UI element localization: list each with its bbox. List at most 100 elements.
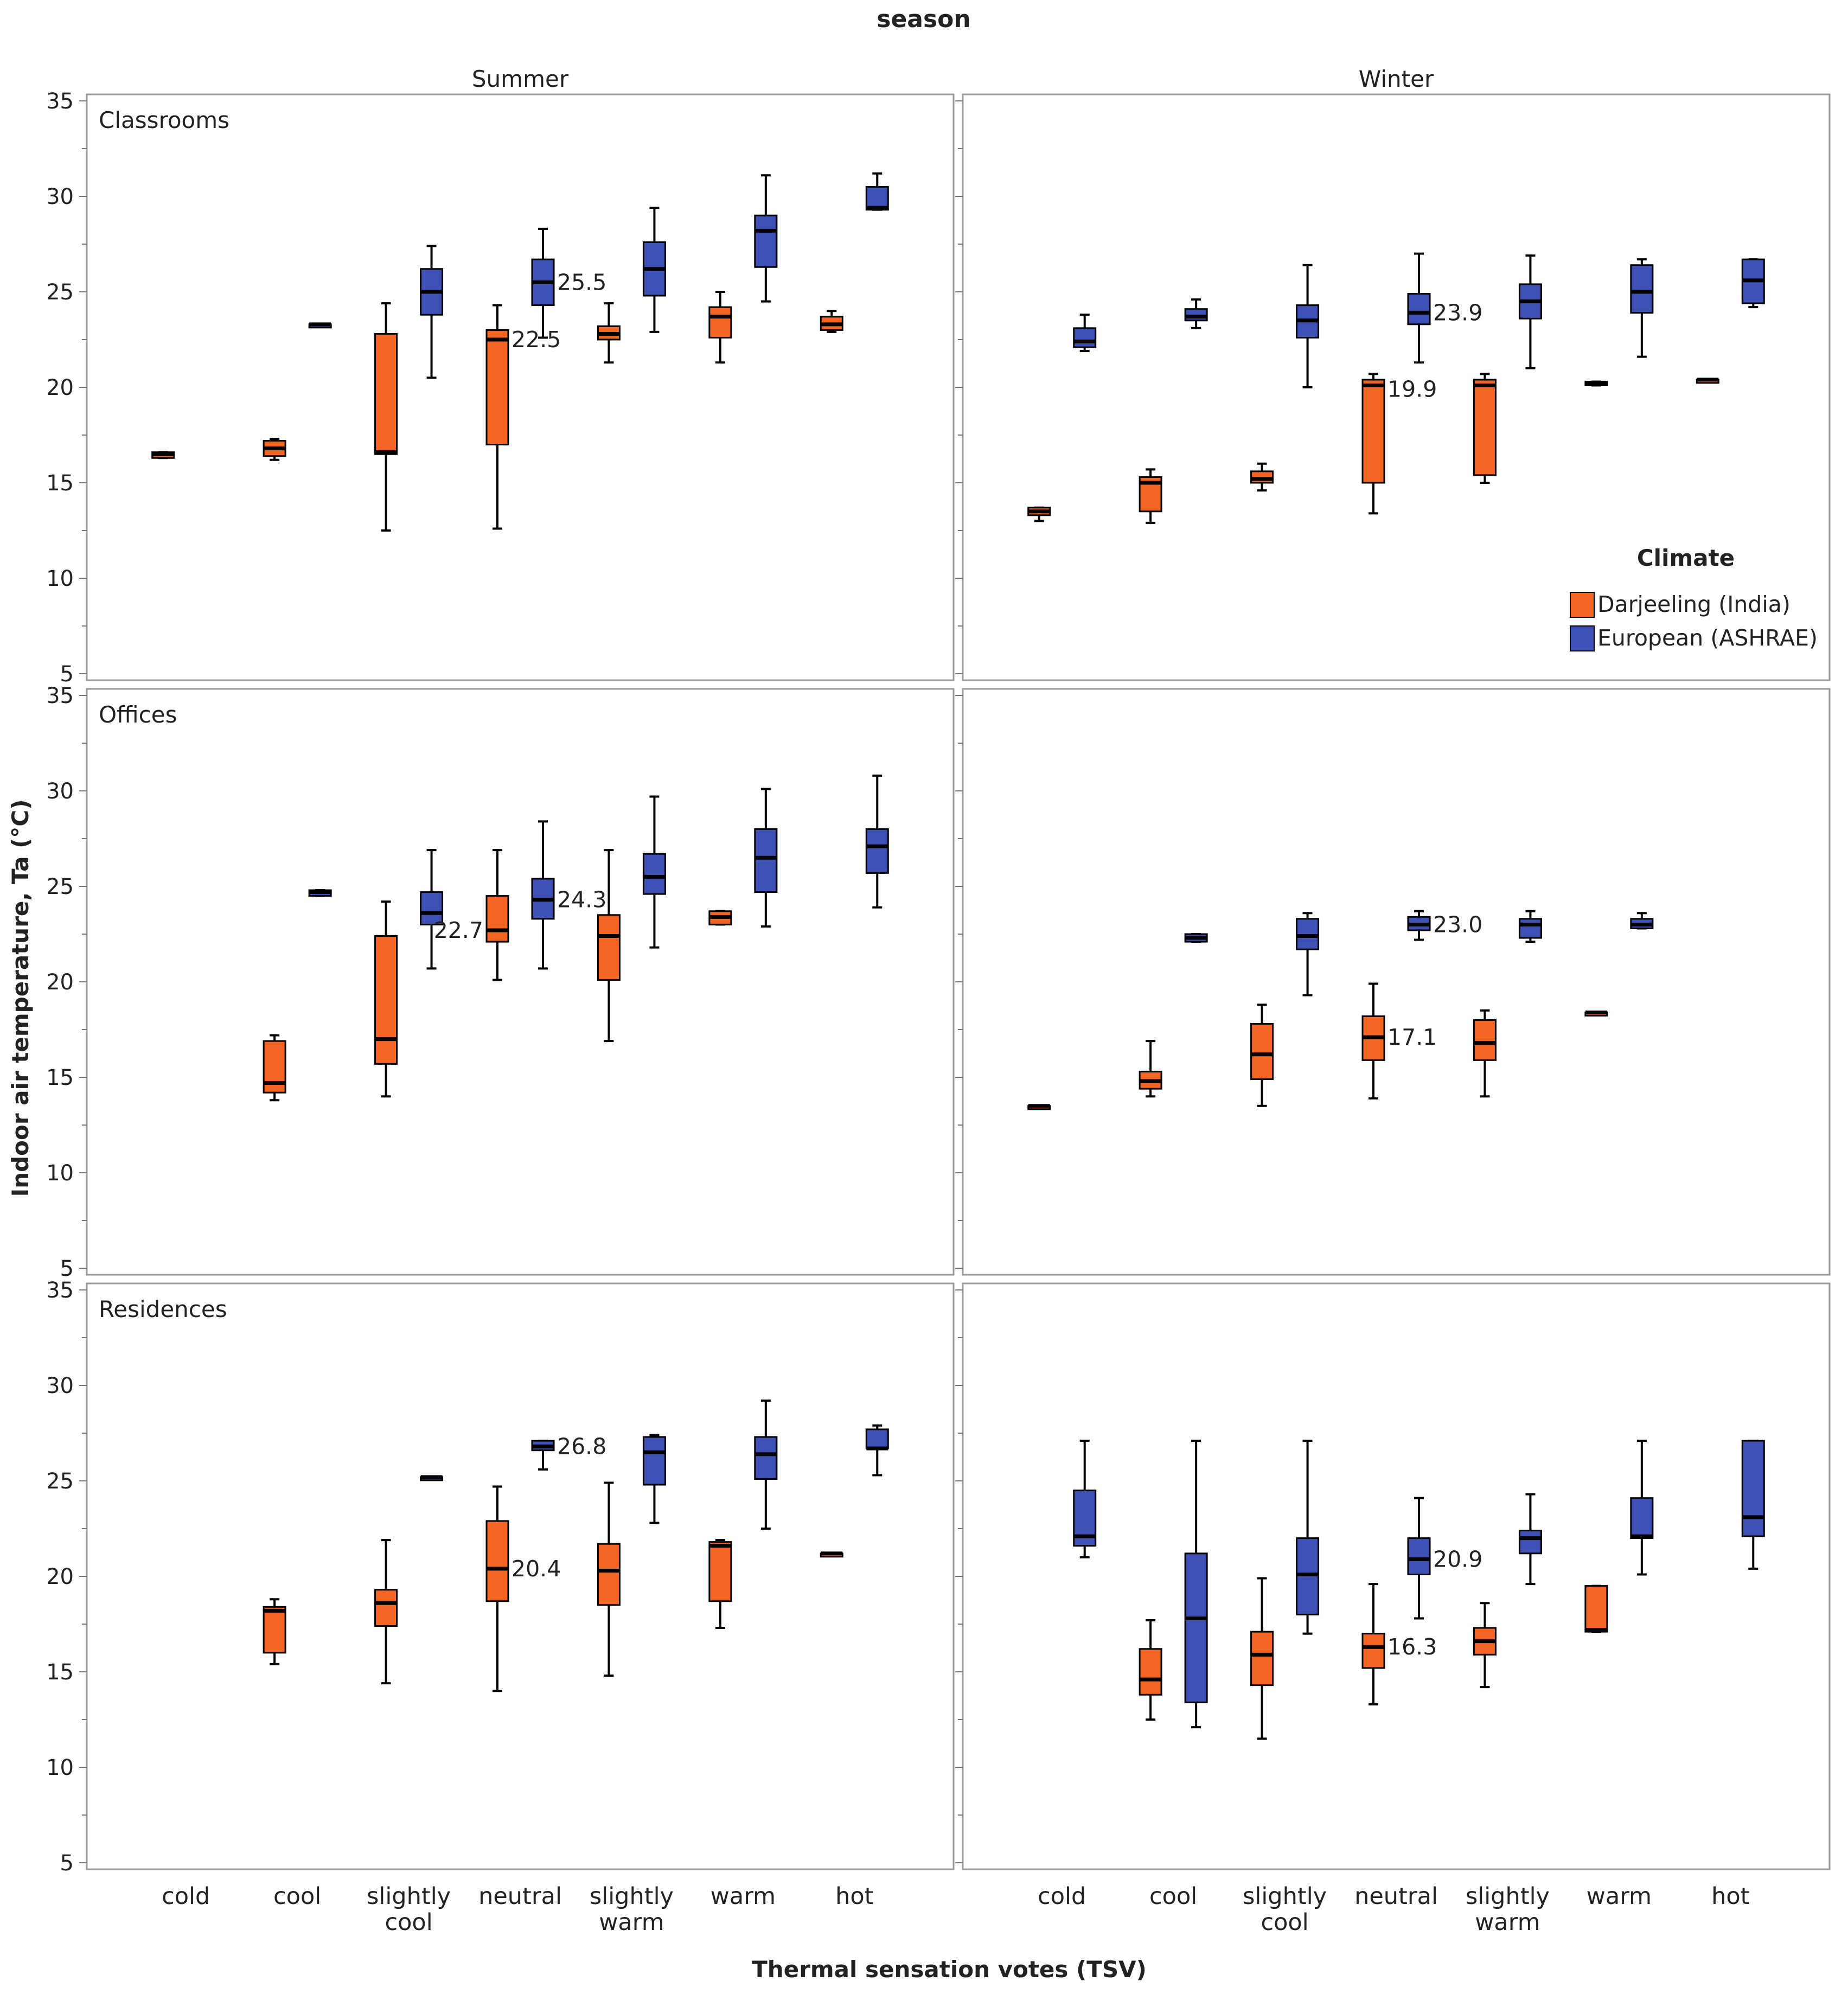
data-label: 20.9 [1433, 1546, 1482, 1572]
box-darjeeling-slightly-warm [1473, 373, 1497, 484]
box-darjeeling-neutral [485, 1485, 509, 1692]
legend-label: European (ASHRAE) [1597, 625, 1818, 651]
box-darjeeling-cool [263, 1598, 286, 1665]
box-body [1250, 1631, 1274, 1686]
box-european-hot [1741, 258, 1765, 309]
box-body [642, 1436, 666, 1486]
y-tick-label: 30 [46, 1373, 74, 1398]
data-label: 20.4 [511, 1556, 561, 1582]
data-label: 16.3 [1387, 1634, 1437, 1660]
x-tick-label: warm [711, 1883, 776, 1910]
y-tick-label: 30 [46, 184, 74, 209]
box-darjeeling-cool [1139, 468, 1162, 524]
y-tick-label: 15 [46, 1660, 74, 1685]
box-body [754, 828, 778, 893]
box-european-hot [1741, 1440, 1765, 1570]
box-body [420, 891, 444, 925]
data-label: 24.3 [557, 887, 606, 913]
box-darjeeling-slightly-cool [374, 302, 398, 532]
box-body [1296, 1537, 1320, 1615]
box-body [1407, 293, 1431, 325]
box-darjeeling-cool [263, 1034, 286, 1102]
column-label-summer: Summer [472, 66, 569, 92]
box-european-cold [1073, 1440, 1097, 1558]
panel-offices-summer: 5 10 15 20 25 30 35 Offices 24.3 22.7 [46, 683, 955, 1281]
box-darjeeling-cold [151, 451, 175, 459]
x-tick-label: cold [162, 1883, 210, 1910]
data-label: 22.7 [434, 917, 483, 943]
box-darjeeling-slightly-warm [597, 1481, 621, 1677]
y-axis-title: Indoor air temperature, Ta (°C) [7, 800, 34, 1197]
box-body [1630, 264, 1654, 314]
x-tick-label: warm [599, 1909, 664, 1936]
legend: Climate Darjeeling (India) European (ASHRA… [1570, 545, 1818, 651]
box-body [485, 1520, 509, 1602]
box-european-warm [754, 174, 778, 303]
panel-classrooms-summer: 5 10 15 20 25 30 35 Classrooms 25.5 22.5 [46, 89, 955, 687]
box-body [1184, 308, 1208, 322]
box-darjeeling-warm [708, 1539, 732, 1630]
box-european-slightly-warm [642, 207, 666, 333]
y-tick-label: 35 [46, 89, 74, 114]
y-tick-label: 35 [46, 683, 74, 708]
box-european-hot [865, 172, 889, 211]
panel-classrooms-winter: 23.9 19.9 [955, 93, 1831, 681]
box-european-cool [1184, 298, 1208, 329]
box-body [1250, 1023, 1274, 1081]
x-tick-label: cool [1261, 1909, 1308, 1936]
box-body [1361, 379, 1385, 484]
box-darjeeling-warm [1584, 1010, 1608, 1017]
legend-swatch [1570, 592, 1595, 618]
box-darjeeling-neutral [1361, 373, 1385, 515]
x-tick-label: neutral [478, 1883, 562, 1910]
x-tick-label: slightly [367, 1883, 451, 1910]
x-tick-label: slightly [590, 1883, 674, 1910]
panel-frame [962, 1282, 1831, 1870]
box-body [597, 914, 621, 981]
box-body [485, 895, 509, 943]
box-european-neutral [1407, 910, 1431, 941]
y-tick-label: 35 [46, 1278, 74, 1303]
y-tick-label: 15 [46, 1065, 74, 1090]
box-european-slightly-cool [420, 245, 444, 379]
box-european-slightly-cool [420, 1475, 444, 1481]
data-label: 19.9 [1387, 376, 1437, 402]
box-darjeeling-cold [1027, 1104, 1051, 1110]
column-label-winter: Winter [1359, 66, 1434, 92]
data-label: 23.0 [1433, 911, 1482, 937]
row-label-residences: Residences [99, 1296, 227, 1322]
x-tick-label: slightly [1243, 1883, 1327, 1910]
row-label-classrooms: Classrooms [99, 107, 229, 133]
x-tick-label: cool [385, 1909, 432, 1936]
y-tick-label: 20 [46, 970, 74, 995]
panel-frame [962, 688, 1831, 1276]
box-darjeeling-neutral [485, 849, 509, 981]
box-european-slightly-warm [1518, 910, 1542, 943]
box-darjeeling-slightly-cool [374, 900, 398, 1098]
box-body [1741, 1440, 1765, 1537]
box-body [754, 214, 778, 268]
box-european-slightly-cool [1296, 1440, 1320, 1635]
y-tick-label: 25 [46, 1469, 74, 1494]
box-darjeeling-hot [1696, 378, 1719, 384]
y-tick-label: 15 [46, 471, 74, 496]
box-body [1139, 1648, 1162, 1696]
box-european-slightly-warm [1518, 1493, 1542, 1586]
x-tick-label: cool [1149, 1883, 1197, 1910]
figure-title: season [877, 5, 970, 33]
box-body [1407, 1537, 1431, 1575]
x-tick-label: hot [1711, 1883, 1749, 1910]
x-tick-label: cool [273, 1883, 321, 1910]
box-darjeeling-slightly-cool [374, 1539, 398, 1685]
box-darjeeling-warm [708, 291, 732, 364]
box-darjeeling-warm [1584, 1584, 1608, 1633]
box-body [1473, 1019, 1497, 1061]
row-label-offices: Offices [99, 701, 177, 728]
x-tick-label: cold [1038, 1883, 1086, 1910]
y-tick-label: 5 [60, 1256, 74, 1281]
y-tick-label: 5 [60, 662, 74, 687]
box-darjeeling-hot [820, 1551, 843, 1558]
